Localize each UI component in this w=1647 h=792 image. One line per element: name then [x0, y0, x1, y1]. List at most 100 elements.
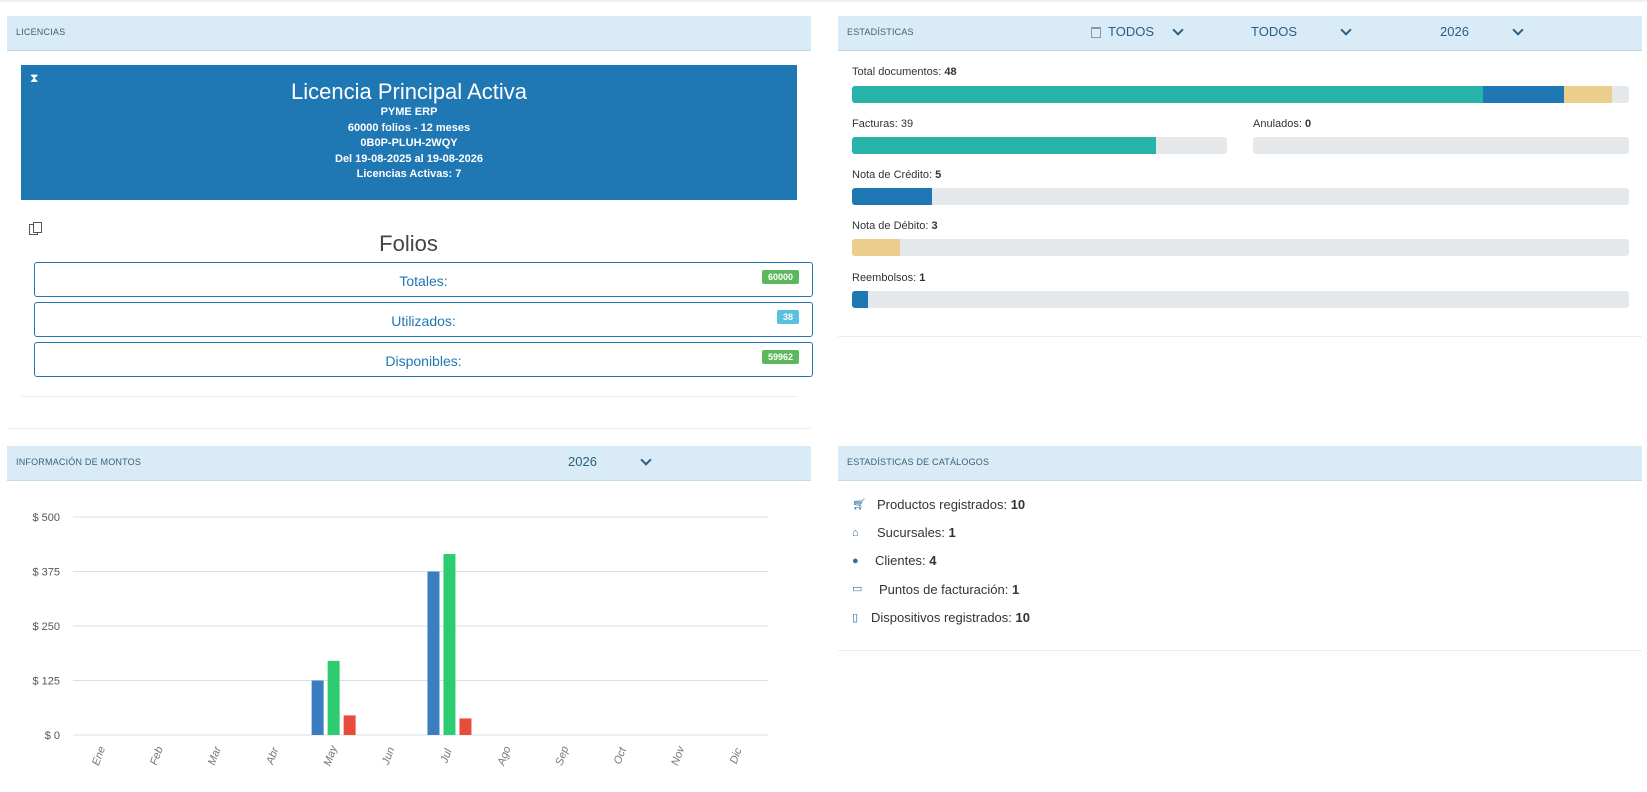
x-tick-label: Ago	[495, 745, 513, 768]
x-tick-label: May	[322, 743, 341, 768]
catalog-label: Sucursales: 1	[877, 525, 956, 540]
divider	[838, 336, 1642, 337]
debito-fill	[852, 239, 900, 256]
filter-select-1[interactable]: TODOS	[1108, 22, 1208, 42]
folios-badge: 38	[776, 310, 799, 324]
panel-title: LICENCIAS	[16, 27, 66, 37]
x-tick-label: Mar	[206, 744, 224, 767]
divider	[838, 650, 1642, 651]
total-documentos-label: Total documentos: 48	[852, 66, 957, 78]
chart-bar	[459, 718, 472, 735]
anulados-label: Anulados: 0	[1253, 118, 1312, 130]
x-tick-label: Jun	[380, 746, 398, 768]
license-folios: 60000 folios - 12 meses	[347, 121, 471, 134]
y-tick-label: $ 250	[32, 621, 60, 633]
cart-icon: 🛒︎	[852, 499, 866, 511]
filter-select-1-value: TODOS	[1108, 24, 1154, 39]
x-tick-label: Feb	[148, 745, 166, 767]
catalog-label: Clientes: 4	[875, 553, 937, 568]
catalog-label: Dispositivos registrados: 10	[871, 610, 1030, 625]
chart-bar	[311, 680, 324, 735]
montos-year-select[interactable]: 2026	[568, 452, 658, 472]
license-key: 0B0P-PLUH-2WQY	[360, 137, 458, 149]
chevron-down-icon	[1172, 24, 1184, 36]
total-documentos-bar	[852, 86, 1629, 103]
licencias-header: LICENCIAS	[7, 16, 811, 51]
debito-label: Nota de Débito: 3	[852, 220, 938, 232]
chart-bar	[327, 660, 340, 735]
licencias-panel: LICENCIAS	[7, 16, 811, 51]
x-tick-label: Sep	[553, 745, 571, 768]
year-select-value: 2026	[1440, 24, 1469, 39]
estadisticas-header: ESTADÍSTICAS TODOS TODOS 2026	[838, 16, 1642, 51]
panel-title: INFORMACIÓN DE MONTOS	[16, 457, 142, 467]
bar-credito-segment	[1483, 86, 1564, 103]
montos-chart: $ 0 $ 125 $ 250 $ 375 $ 500 Ene Feb Mar Abr May Ju…	[32, 512, 768, 768]
chart-bar	[343, 715, 356, 735]
license-product: PYME ERP	[380, 106, 438, 118]
chart-bar	[427, 571, 440, 735]
folios-utilizados: Utilizados: 38	[34, 302, 813, 337]
y-tick-label: $ 500	[32, 512, 60, 524]
reembolsos-fill	[852, 291, 868, 308]
catalogos-header: ESTADÍSTICAS DE CATÁLOGOS	[838, 446, 1642, 481]
catalog-label: Puntos de facturación: 1	[879, 582, 1020, 597]
debito-bar	[852, 239, 1629, 256]
copy-icon[interactable]	[29, 222, 42, 235]
y-tick-label: $ 0	[45, 730, 60, 742]
license-card: ⧗ Licencia Principal Activa PYME ERP 600…	[21, 65, 797, 200]
year-select[interactable]: 2026	[1440, 22, 1530, 42]
estadisticas-panel: ESTADÍSTICAS TODOS TODOS 2026	[838, 16, 1642, 51]
credito-label: Nota de Crédito: 5	[852, 169, 942, 181]
license-active-count: Licencias Activas: 7	[356, 168, 462, 180]
x-tick-label: Jul	[438, 747, 455, 766]
montos-year-value: 2026	[568, 454, 597, 469]
calendar-icon	[1091, 27, 1101, 38]
panel-title: ESTADÍSTICAS	[847, 27, 914, 37]
folios-label: Disponibles:	[385, 353, 462, 369]
panel-title: ESTADÍSTICAS DE CATÁLOGOS	[847, 457, 990, 467]
facturas-bar	[852, 137, 1227, 154]
chevron-down-icon	[1512, 24, 1524, 36]
top-divider	[0, 0, 1647, 2]
folios-title: Folios	[379, 231, 438, 256]
chevron-down-icon	[1340, 24, 1352, 36]
filter-select-2-value: TODOS	[1251, 24, 1297, 39]
catalog-label: Productos registrados: 10	[877, 497, 1026, 512]
reembolsos-label: Reembolsos: 1	[852, 272, 926, 284]
montos-panel: INFORMACIÓN DE MONTOS 2026	[7, 446, 811, 481]
credito-bar	[852, 188, 1629, 205]
divider	[21, 396, 797, 397]
chevron-down-icon	[640, 454, 652, 466]
facturas-label: Facturas: 39	[852, 118, 914, 130]
chart-bar	[443, 554, 456, 735]
y-tick-label: $ 375	[32, 567, 60, 579]
x-tick-label: Abr	[264, 745, 282, 767]
user-icon: ●	[852, 555, 859, 567]
divider	[7, 428, 811, 429]
x-tick-label: Dic	[728, 746, 745, 766]
bar-facturas-segment	[852, 86, 1483, 103]
license-title: Licencia Principal Activa	[290, 79, 527, 104]
monitor-icon: ▭	[852, 583, 863, 595]
anulados-bar	[1253, 137, 1629, 154]
filter-select-2[interactable]: TODOS	[1251, 22, 1361, 42]
reembolsos-bar	[852, 291, 1629, 308]
catalogos-panel: ESTADÍSTICAS DE CATÁLOGOS	[838, 446, 1642, 481]
mobile-icon: ▯	[852, 612, 859, 624]
bar-debito-segment	[1564, 86, 1612, 103]
folios-badge: 60000	[761, 270, 799, 284]
x-tick-label: Nov	[669, 743, 687, 767]
folios-totales: Totales: 60000	[34, 262, 813, 297]
x-tick-label: Oct	[612, 745, 629, 766]
hourglass-icon: ⧗	[30, 71, 39, 85]
folios-badge: 59962	[761, 350, 799, 364]
montos-header: INFORMACIÓN DE MONTOS 2026	[7, 446, 811, 481]
facturas-fill	[852, 137, 1156, 154]
x-tick-label: Ene	[90, 745, 108, 768]
folios-label: Utilizados:	[391, 313, 456, 329]
y-tick-label: $ 125	[32, 676, 60, 688]
license-period: Del 19-08-2025 al 19-08-2026	[335, 152, 483, 165]
home-icon: ⌂	[852, 527, 859, 539]
credito-fill	[852, 188, 932, 205]
